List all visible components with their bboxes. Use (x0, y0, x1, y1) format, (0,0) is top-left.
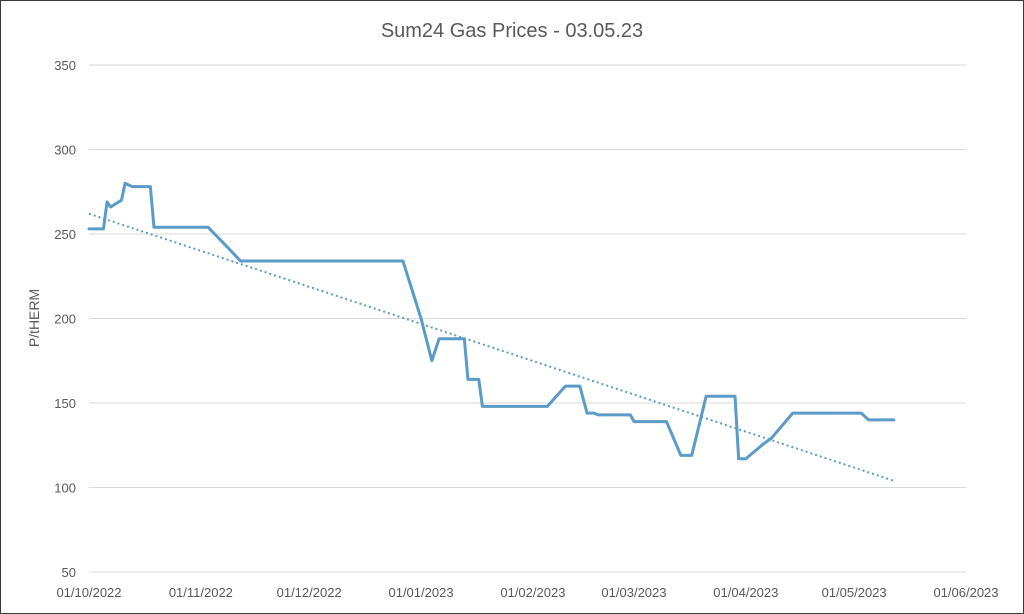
y-tick-label: 300 (54, 143, 76, 158)
x-tick-label: 01/06/2023 (933, 585, 998, 600)
x-tick-label: 01/10/2022 (56, 585, 121, 600)
x-tick-label: 01/02/2023 (500, 585, 565, 600)
y-tick-label: 350 (54, 58, 76, 73)
y-tick-label: 200 (54, 312, 76, 327)
x-tick-label: 01/12/2022 (277, 585, 342, 600)
chart-title: Sum24 Gas Prices - 03.05.23 (381, 20, 643, 42)
series (87, 181, 896, 461)
y-tick-label: 150 (54, 396, 76, 411)
x-tick-label: 01/05/2023 (822, 585, 887, 600)
x-tick-label: 01/11/2022 (169, 585, 233, 600)
x-tick-label: 01/04/2023 (713, 585, 778, 600)
y-tick-label: 50 (62, 565, 76, 580)
x-tick-label: 01/03/2023 (601, 585, 666, 600)
y-tick-label: 250 (54, 227, 76, 242)
x-axis-ticks: 01/10/2022 01/11/2022 01/12/2022 01/01/2023… (56, 585, 998, 600)
gridlines (89, 64, 966, 573)
y-axis-label: P/tHERM (26, 289, 42, 347)
series-line-sum24 (87, 181, 896, 461)
trendline-dotted (88, 212, 895, 482)
trendline (88, 212, 895, 482)
y-axis-ticks: 50 100 150 200 250 300 350 (54, 58, 76, 580)
y-tick-label: 100 (54, 481, 76, 496)
x-tick-label: 01/01/2023 (388, 585, 453, 600)
